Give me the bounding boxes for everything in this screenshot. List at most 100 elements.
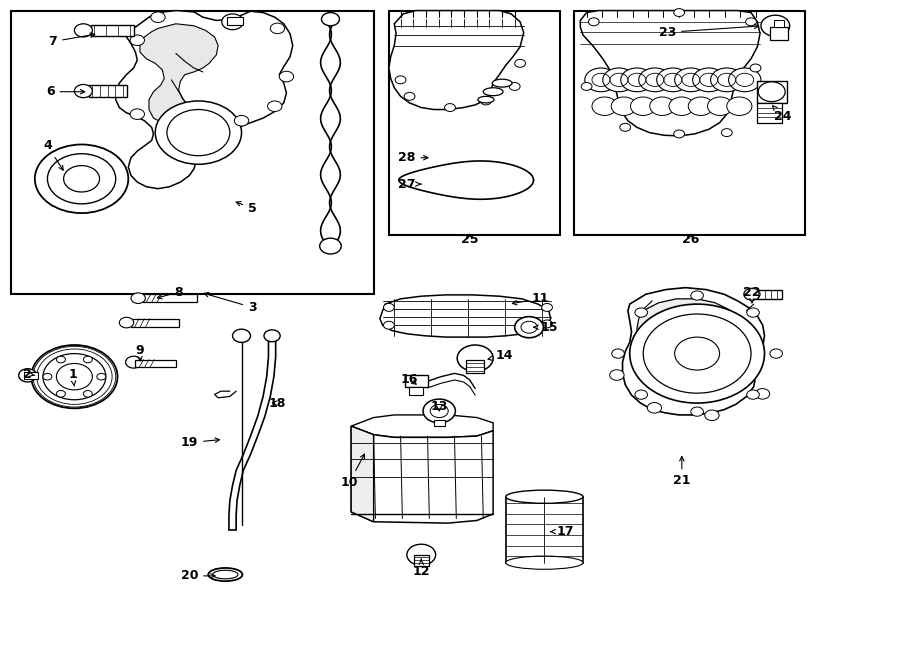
Circle shape — [481, 97, 491, 105]
Circle shape — [232, 329, 250, 342]
Circle shape — [620, 124, 631, 132]
Text: 6: 6 — [46, 85, 85, 98]
Bar — [770, 27, 788, 40]
Bar — [434, 420, 445, 426]
Circle shape — [745, 18, 756, 26]
Circle shape — [156, 101, 241, 165]
Circle shape — [581, 83, 592, 91]
Circle shape — [151, 12, 165, 22]
Polygon shape — [116, 11, 292, 188]
Circle shape — [691, 407, 704, 416]
Circle shape — [264, 330, 280, 342]
Bar — [131, 319, 178, 327]
Circle shape — [743, 288, 760, 300]
Circle shape — [19, 369, 37, 382]
Ellipse shape — [208, 568, 242, 581]
Circle shape — [542, 303, 553, 311]
Bar — [405, 375, 428, 387]
Text: 19: 19 — [181, 436, 220, 449]
Circle shape — [395, 76, 406, 84]
Text: 15: 15 — [534, 321, 558, 334]
Circle shape — [130, 35, 145, 46]
Bar — [24, 372, 39, 379]
Circle shape — [126, 356, 142, 368]
Text: 28: 28 — [398, 151, 428, 164]
Bar — [773, 20, 784, 27]
Circle shape — [711, 68, 742, 92]
Bar — [89, 85, 127, 97]
Ellipse shape — [506, 556, 583, 569]
Circle shape — [611, 97, 636, 116]
Bar — [91, 25, 134, 36]
Text: 5: 5 — [237, 202, 256, 215]
Circle shape — [321, 13, 339, 26]
Text: 2: 2 — [23, 368, 35, 381]
Circle shape — [383, 303, 394, 311]
Circle shape — [630, 304, 764, 403]
Circle shape — [669, 97, 694, 116]
Polygon shape — [623, 288, 764, 415]
Polygon shape — [351, 426, 493, 523]
Circle shape — [407, 544, 436, 565]
Circle shape — [515, 317, 544, 338]
Circle shape — [755, 389, 770, 399]
Bar — [143, 294, 196, 302]
Circle shape — [585, 68, 617, 92]
Circle shape — [75, 85, 93, 98]
Bar — [506, 496, 583, 563]
Ellipse shape — [483, 88, 503, 96]
Circle shape — [589, 18, 599, 26]
Circle shape — [621, 68, 653, 92]
Circle shape — [634, 308, 647, 317]
Circle shape — [634, 390, 647, 399]
Polygon shape — [351, 426, 374, 522]
Ellipse shape — [492, 79, 512, 87]
Circle shape — [222, 15, 237, 26]
Bar — [757, 103, 782, 123]
Bar — [136, 360, 176, 368]
Circle shape — [221, 14, 243, 30]
Circle shape — [612, 349, 625, 358]
Circle shape — [631, 97, 656, 116]
Polygon shape — [140, 24, 218, 125]
Circle shape — [279, 71, 293, 82]
Text: 17: 17 — [551, 525, 574, 538]
Circle shape — [729, 68, 760, 92]
Circle shape — [647, 403, 662, 413]
Text: 16: 16 — [400, 373, 418, 386]
Circle shape — [592, 97, 617, 116]
Circle shape — [650, 97, 675, 116]
Circle shape — [747, 308, 760, 317]
Circle shape — [84, 391, 93, 397]
Text: 7: 7 — [49, 33, 94, 48]
Bar — [574, 11, 805, 235]
Ellipse shape — [506, 490, 583, 503]
Ellipse shape — [478, 97, 494, 103]
Polygon shape — [380, 295, 551, 337]
Circle shape — [57, 391, 66, 397]
Polygon shape — [351, 415, 493, 438]
Circle shape — [97, 373, 106, 380]
Circle shape — [84, 356, 93, 363]
Circle shape — [267, 101, 282, 112]
Polygon shape — [580, 11, 760, 136]
Circle shape — [603, 68, 635, 92]
Circle shape — [404, 93, 415, 100]
Circle shape — [32, 345, 118, 408]
Text: 18: 18 — [269, 397, 286, 410]
Circle shape — [691, 291, 704, 300]
Bar — [757, 81, 787, 103]
Circle shape — [760, 15, 789, 36]
Polygon shape — [637, 299, 740, 385]
Circle shape — [131, 293, 146, 303]
Bar — [753, 290, 782, 299]
Circle shape — [657, 68, 689, 92]
Text: 12: 12 — [412, 559, 430, 578]
Text: 11: 11 — [512, 292, 549, 305]
Bar — [227, 17, 243, 25]
Polygon shape — [389, 11, 524, 110]
Circle shape — [722, 129, 733, 137]
Text: 27: 27 — [398, 178, 421, 190]
Circle shape — [35, 145, 129, 213]
Text: 22: 22 — [743, 286, 760, 303]
